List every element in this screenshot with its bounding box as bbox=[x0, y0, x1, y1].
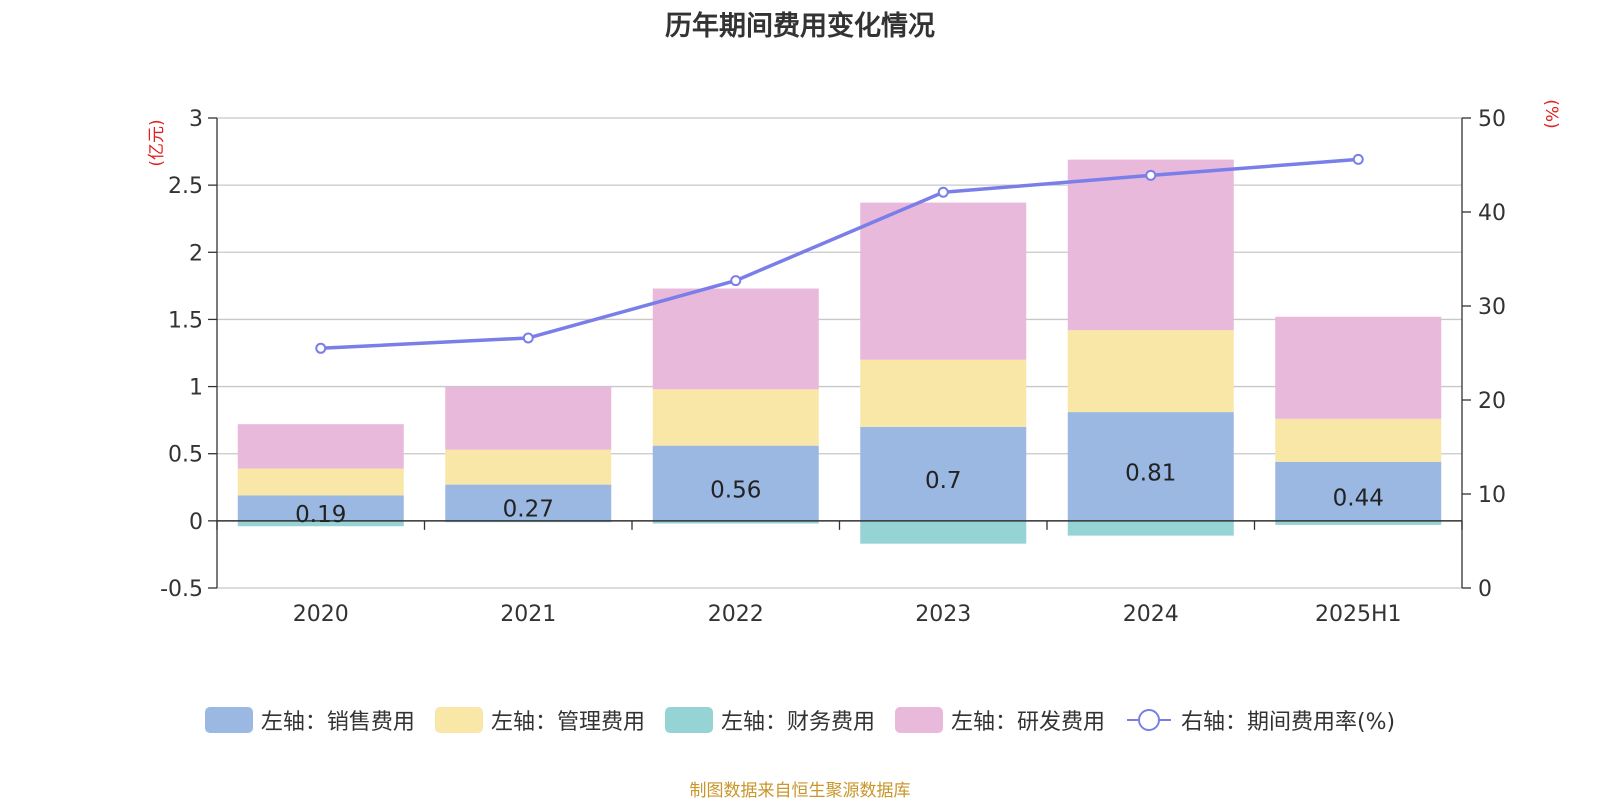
category-label-2023: 2023 bbox=[915, 602, 971, 627]
legend-label-sales: 左轴：销售费用 bbox=[260, 710, 415, 735]
legend-swatch-finance bbox=[664, 707, 713, 733]
left-tick-label-2: 2 bbox=[189, 241, 203, 266]
chart-title: 历年期间费用变化情况 bbox=[665, 11, 935, 42]
legend-swatch-admin bbox=[434, 707, 483, 733]
bar-value-label-2020: 0.19 bbox=[295, 502, 346, 528]
bar-0-2023 bbox=[860, 426, 1027, 521]
bar-0-2022 bbox=[652, 445, 819, 521]
bar-0-2024 bbox=[1067, 412, 1234, 521]
bar-2-2025H1 bbox=[1275, 520, 1442, 525]
category-label-2025H1: 2025H1 bbox=[1315, 602, 1402, 627]
legend-label-admin: 左轴：管理费用 bbox=[490, 710, 645, 735]
rate-point-2022 bbox=[730, 275, 742, 287]
bar-value-label-2024: 0.81 bbox=[1125, 460, 1176, 486]
bar-3-2020 bbox=[237, 424, 404, 469]
left-tick-label-6: 0 bbox=[189, 510, 203, 535]
bar-1-2021 bbox=[445, 449, 612, 485]
category-label-2020: 2020 bbox=[293, 602, 349, 627]
bar-1-2020 bbox=[237, 468, 404, 496]
right-tick-label-2: 30 bbox=[1478, 295, 1506, 320]
legend-swatch-rd bbox=[894, 707, 943, 733]
left-tick-label-1: 2.5 bbox=[168, 174, 203, 199]
bar-value-label-2023: 0.7 bbox=[925, 468, 962, 494]
rate-point-2024 bbox=[1145, 169, 1157, 181]
right-tick-label-5: 0 bbox=[1478, 577, 1492, 602]
legend-item-sales[interactable]: 左轴：销售费用 bbox=[204, 704, 415, 736]
left-axis-unit: (亿元) bbox=[147, 119, 167, 166]
rate-point-2023 bbox=[937, 186, 949, 198]
category-label-2024: 2024 bbox=[1123, 602, 1179, 627]
category-label-2022: 2022 bbox=[708, 602, 764, 627]
rate-point-2020 bbox=[315, 342, 327, 354]
bar-2-2023 bbox=[860, 520, 1027, 544]
right-tick-label-3: 20 bbox=[1478, 389, 1506, 414]
bar-0-2021 bbox=[445, 484, 612, 521]
right-tick-label-1: 40 bbox=[1478, 201, 1506, 226]
bar-1-2023 bbox=[860, 359, 1027, 427]
bar-value-label-2021: 0.27 bbox=[503, 497, 554, 523]
bar-2-2020 bbox=[237, 520, 404, 527]
rate-line bbox=[320, 157, 1359, 351]
bar-value-label-2022: 0.56 bbox=[710, 477, 761, 503]
bar-3-2023 bbox=[860, 202, 1027, 360]
bar-3-2025H1 bbox=[1275, 316, 1442, 419]
legend-item-admin[interactable]: 左轴：管理费用 bbox=[434, 704, 645, 736]
legend-item-finance[interactable]: 左轴：财务费用 bbox=[664, 704, 875, 736]
category-label-2021: 2021 bbox=[500, 602, 556, 627]
legend-label-finance: 左轴：财务费用 bbox=[720, 710, 875, 735]
legend-item-rd[interactable]: 左轴：研发费用 bbox=[894, 704, 1105, 736]
bar-0-2025H1 bbox=[1275, 461, 1442, 521]
right-tick-label-0: 50 bbox=[1478, 107, 1506, 132]
rate-point-2025H1 bbox=[1352, 153, 1364, 165]
legend-line-marker-icon bbox=[1126, 709, 1171, 731]
bar-3-2022 bbox=[652, 288, 819, 390]
bar-0-2020 bbox=[237, 495, 404, 521]
legend: 左轴：销售费用 左轴：管理费用 左轴：财务费用 左轴：研发费用 右轴：期间费用率… bbox=[0, 704, 1600, 736]
bar-1-2024 bbox=[1067, 330, 1234, 413]
legend-swatch-sales bbox=[204, 707, 253, 733]
bar-1-2022 bbox=[652, 389, 819, 446]
left-tick-label-4: 1 bbox=[189, 376, 203, 401]
right-tick-label-4: 10 bbox=[1478, 483, 1506, 508]
bar-2-2024 bbox=[1067, 520, 1234, 536]
legend-label-rd: 左轴：研发费用 bbox=[950, 710, 1105, 735]
bar-3-2024 bbox=[1067, 159, 1234, 331]
left-tick-label-5: 0.5 bbox=[168, 443, 203, 468]
legend-label-rate: 右轴：期间费用率(%) bbox=[1180, 710, 1396, 735]
data-source-note: 制图数据来自恒生聚源数据库 bbox=[689, 781, 911, 801]
bar-1-2025H1 bbox=[1275, 418, 1442, 462]
left-tick-label-0: 3 bbox=[189, 107, 203, 132]
right-axis-unit: (%) bbox=[1541, 99, 1561, 128]
left-tick-label-7: -0.5 bbox=[160, 577, 203, 602]
bar-3-2021 bbox=[445, 386, 612, 450]
bar-2-2022 bbox=[652, 520, 819, 524]
bar-value-label-2025H1: 0.44 bbox=[1333, 485, 1384, 511]
left-tick-label-3: 1.5 bbox=[168, 308, 203, 333]
rate-point-2021 bbox=[522, 332, 534, 344]
legend-item-rate[interactable]: 右轴：期间费用率(%) bbox=[1125, 704, 1395, 736]
